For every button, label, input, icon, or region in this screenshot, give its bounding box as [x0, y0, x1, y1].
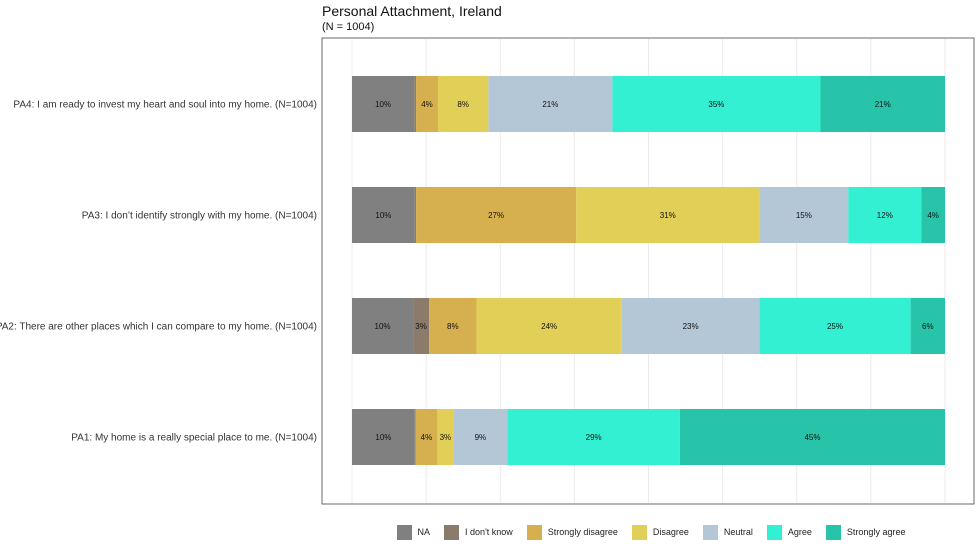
- bar-segment: [414, 187, 417, 243]
- bar-segment: [820, 76, 945, 132]
- bar-segment: [414, 76, 417, 132]
- data-label: 45%: [804, 433, 820, 442]
- category-label: PA1: My home is a really special place t…: [71, 433, 317, 444]
- legend-item: Strongly disagree: [526, 524, 618, 540]
- data-label: 23%: [683, 322, 699, 331]
- legend-item: Disagree: [631, 524, 689, 540]
- legend-swatch: [396, 524, 412, 540]
- legend-swatch: [825, 524, 841, 540]
- legend-label: NA: [417, 527, 431, 537]
- legend-label: Strongly disagree: [547, 527, 618, 537]
- bar-segment: [759, 187, 849, 243]
- data-label: 10%: [375, 322, 391, 331]
- bar-segment: [352, 409, 415, 465]
- bar-segment: [921, 187, 945, 243]
- bar-segment: [507, 409, 680, 465]
- bar-segment: [612, 76, 821, 132]
- bar-segment: [488, 76, 613, 132]
- data-label: 8%: [447, 322, 459, 331]
- data-label: 27%: [488, 211, 504, 220]
- category-label: PA2: There are other places which I can …: [0, 322, 317, 333]
- bar-segment: [416, 76, 438, 132]
- legend-swatch: [444, 524, 460, 540]
- data-label: 12%: [877, 211, 893, 220]
- legend-item: NA: [396, 524, 431, 540]
- legend-swatch: [702, 524, 718, 540]
- bar-segment: [759, 298, 911, 354]
- data-label: 6%: [922, 322, 934, 331]
- chart-subtitle: (N = 1004): [322, 21, 375, 33]
- legend-label: Neutral: [723, 527, 753, 537]
- legend-label: Strongly agree: [846, 527, 906, 537]
- legend-swatch: [526, 524, 542, 540]
- legend-item: Neutral: [702, 524, 753, 540]
- legend: NA I don't know Strongly disagree Disagree N…: [0, 521, 980, 543]
- legend-item: I don't know: [444, 524, 513, 540]
- category-label: PA4: I am ready to invest my heart and s…: [13, 100, 317, 111]
- bar-segment: [414, 409, 416, 465]
- bar-segment: [413, 298, 430, 354]
- bar-segment: [437, 76, 489, 132]
- data-label: 3%: [440, 433, 452, 442]
- data-label: 9%: [475, 433, 487, 442]
- plot-panel-border: [321, 37, 975, 505]
- data-label: 24%: [541, 322, 557, 331]
- legend-swatch: [766, 524, 782, 540]
- category-label: PA3: I don’t identify strongly with my h…: [82, 211, 317, 222]
- data-label: 10%: [375, 211, 391, 220]
- data-label: 4%: [421, 433, 433, 442]
- chart-title: Personal Attachment, Ireland: [322, 3, 502, 19]
- bar-segment: [415, 409, 438, 465]
- bar-segment: [679, 409, 945, 465]
- bar-segment: [352, 298, 414, 354]
- stacked-bar-chart: PA4: I am ready to invest my heart and s…: [0, 37, 975, 505]
- bar-segment: [429, 298, 477, 354]
- legend-label: I don't know: [465, 527, 513, 537]
- bar-segment: [352, 76, 415, 132]
- bar-segment: [576, 187, 760, 243]
- bar-segment: [476, 298, 622, 354]
- data-label: 10%: [375, 100, 391, 109]
- bar-segment: [621, 298, 760, 354]
- data-label: 4%: [421, 100, 433, 109]
- bar-segment: [453, 409, 508, 465]
- bar-segment: [910, 298, 945, 354]
- legend-item: Strongly agree: [825, 524, 906, 540]
- data-label: 25%: [827, 322, 843, 331]
- legend-label: Disagree: [652, 527, 689, 537]
- data-label: 4%: [927, 211, 939, 220]
- data-label: 21%: [542, 100, 558, 109]
- data-label: 15%: [796, 211, 812, 220]
- data-label: 21%: [875, 100, 891, 109]
- legend-item: Agree: [766, 524, 812, 540]
- data-label: 10%: [375, 433, 391, 442]
- legend-swatch: [631, 524, 647, 540]
- data-label: 29%: [586, 433, 602, 442]
- data-label: 3%: [415, 322, 427, 331]
- bar-segment: [416, 187, 577, 243]
- data-label: 31%: [660, 211, 676, 220]
- bar-segment: [848, 187, 922, 243]
- data-label: 35%: [708, 100, 724, 109]
- data-label: 8%: [457, 100, 469, 109]
- legend-label: Agree: [787, 527, 812, 537]
- bar-segment: [437, 409, 454, 465]
- bar-segment: [352, 187, 415, 243]
